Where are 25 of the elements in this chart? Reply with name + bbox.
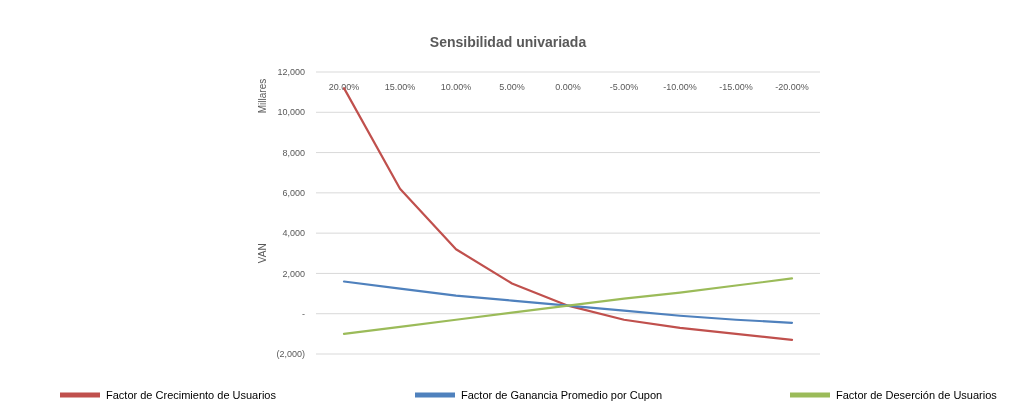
y-tick-label: 10,000 <box>277 107 305 118</box>
y-tick-label: 2,000 <box>282 268 305 279</box>
line-series <box>342 280 794 324</box>
y-tick-label: 6,000 <box>282 188 305 199</box>
x-tick-label: -15.00% <box>719 82 753 92</box>
y-tick-label: 12,000 <box>277 67 305 78</box>
legend-label: Factor de Ganancia Promedio por Cupon <box>461 389 663 401</box>
x-tick-label: 5.00% <box>499 82 525 92</box>
text: Millares <box>257 78 268 114</box>
y-tick-label: - <box>302 308 305 319</box>
y-tick-label: (2,000) <box>276 349 305 360</box>
x-tick-label: 0.00% <box>555 82 581 92</box>
x-tick-label: 10.00% <box>440 82 472 92</box>
x-tick-label: 15.00% <box>384 82 416 92</box>
line-series <box>342 277 794 335</box>
y-axis-title: VAN <box>257 243 268 264</box>
x-tick-label: -10.00% <box>663 82 697 92</box>
x-tick-label: -20.00% <box>775 82 809 92</box>
legend-label: Factor de Deserción de Usuarios <box>836 389 998 401</box>
x-tick-label: -5.00% <box>609 82 639 92</box>
chart-title: Sensibilidad univariada <box>429 34 587 50</box>
y-tick-label: 8,000 <box>282 147 305 158</box>
legend-label: Factor de Crecimiento de Usuarios <box>106 389 277 401</box>
y-tick-label: 4,000 <box>282 228 305 239</box>
x-tick-label: 20.00% <box>328 82 360 92</box>
